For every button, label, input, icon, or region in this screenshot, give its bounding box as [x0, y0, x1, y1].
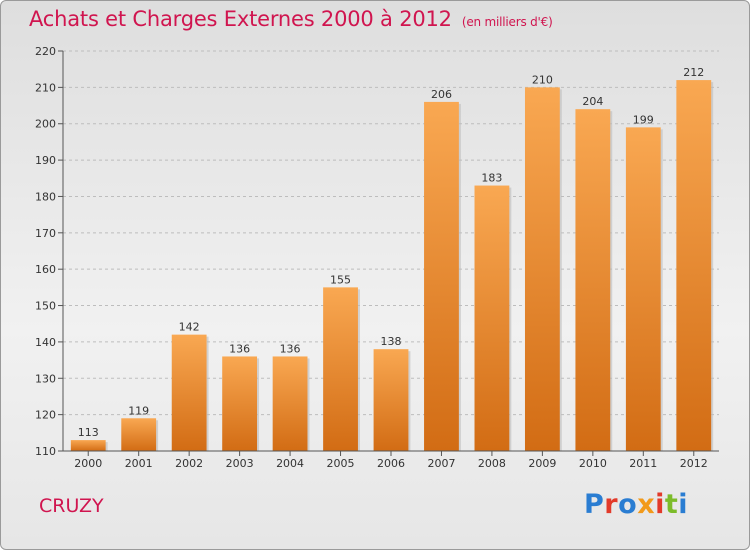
- x-tick-label: 2012: [680, 457, 708, 470]
- bar: [373, 349, 409, 451]
- y-axis: 110 120 130 140 150 160 170 180 190 200 210 220: [35, 45, 64, 458]
- logo-letter: i: [655, 489, 665, 520]
- chart-title: Achats et Charges Externes 2000 à 2012 (e…: [29, 7, 553, 31]
- y-tick-label: 200: [35, 118, 56, 131]
- data-label: 183: [481, 172, 502, 185]
- data-label: 204: [582, 95, 603, 108]
- x-tick-label: 2008: [478, 457, 506, 470]
- bar: [70, 440, 106, 451]
- bar: [171, 334, 207, 451]
- x-axis: 2000 2001 2002 2003 2004 2005 2006 2007 2008 2009…: [63, 450, 719, 470]
- y-tick-label: 210: [35, 81, 56, 94]
- x-tick-label: 2000: [74, 457, 102, 470]
- x-tick-label: 2005: [327, 457, 355, 470]
- x-tick-label: 2002: [175, 457, 203, 470]
- bar: [424, 101, 459, 451]
- data-label: 155: [330, 273, 351, 286]
- bar: [474, 185, 510, 451]
- commune-name: CRUZY: [39, 495, 104, 517]
- logo-letter: P: [584, 489, 605, 520]
- data-label: 210: [532, 73, 553, 86]
- chart-title-text: Achats et Charges Externes 2000 à 2012: [29, 7, 452, 31]
- bar: [676, 80, 712, 451]
- data-label: 119: [128, 404, 149, 417]
- x-tick-label: 2004: [276, 457, 304, 470]
- data-label: 113: [78, 426, 99, 439]
- bars: [70, 80, 714, 451]
- logo-letter: x: [637, 489, 656, 520]
- y-tick-label: 150: [35, 300, 56, 313]
- logo-letter: r: [604, 489, 619, 520]
- proxiti-logo: Proxiti: [584, 489, 688, 520]
- data-labels: 113 119 142 136 136 155 138 206 183 210 204 199 212: [78, 66, 705, 439]
- y-tick-label: 220: [35, 45, 56, 58]
- x-tick-label: 2011: [629, 457, 657, 470]
- bar: [524, 87, 560, 451]
- data-label: 136: [280, 342, 301, 355]
- y-tick-label: 170: [35, 227, 56, 240]
- logo-letter: o: [618, 489, 638, 520]
- x-tick-label: 2001: [125, 457, 153, 470]
- bar: [625, 127, 661, 451]
- bar: [323, 287, 358, 451]
- y-tick-label: 140: [35, 336, 56, 349]
- data-label: 206: [431, 88, 452, 101]
- y-tick-label: 190: [35, 154, 56, 167]
- data-label: 136: [229, 342, 250, 355]
- x-tick-label: 2006: [377, 457, 405, 470]
- data-label: 212: [683, 66, 704, 79]
- y-tick-label: 160: [35, 263, 56, 276]
- y-tick-label: 180: [35, 190, 56, 203]
- bar: [272, 356, 308, 451]
- data-label: 199: [633, 113, 654, 126]
- x-tick-label: 2009: [528, 457, 556, 470]
- y-tick-label: 120: [35, 409, 56, 422]
- y-tick-label: 110: [35, 445, 56, 458]
- y-tick-label: 130: [35, 372, 56, 385]
- bar: [121, 418, 157, 451]
- logo-letter: t: [664, 489, 679, 520]
- bar: [575, 109, 611, 451]
- bar: [222, 356, 258, 451]
- data-label: 142: [179, 321, 200, 334]
- logo-letter: i: [678, 489, 689, 520]
- x-tick-label: 2010: [579, 457, 607, 470]
- data-label: 138: [381, 335, 402, 348]
- x-tick-label: 2007: [427, 457, 455, 470]
- x-tick-label: 2003: [226, 457, 254, 470]
- chart-title-unit: (en milliers d'€): [461, 15, 553, 29]
